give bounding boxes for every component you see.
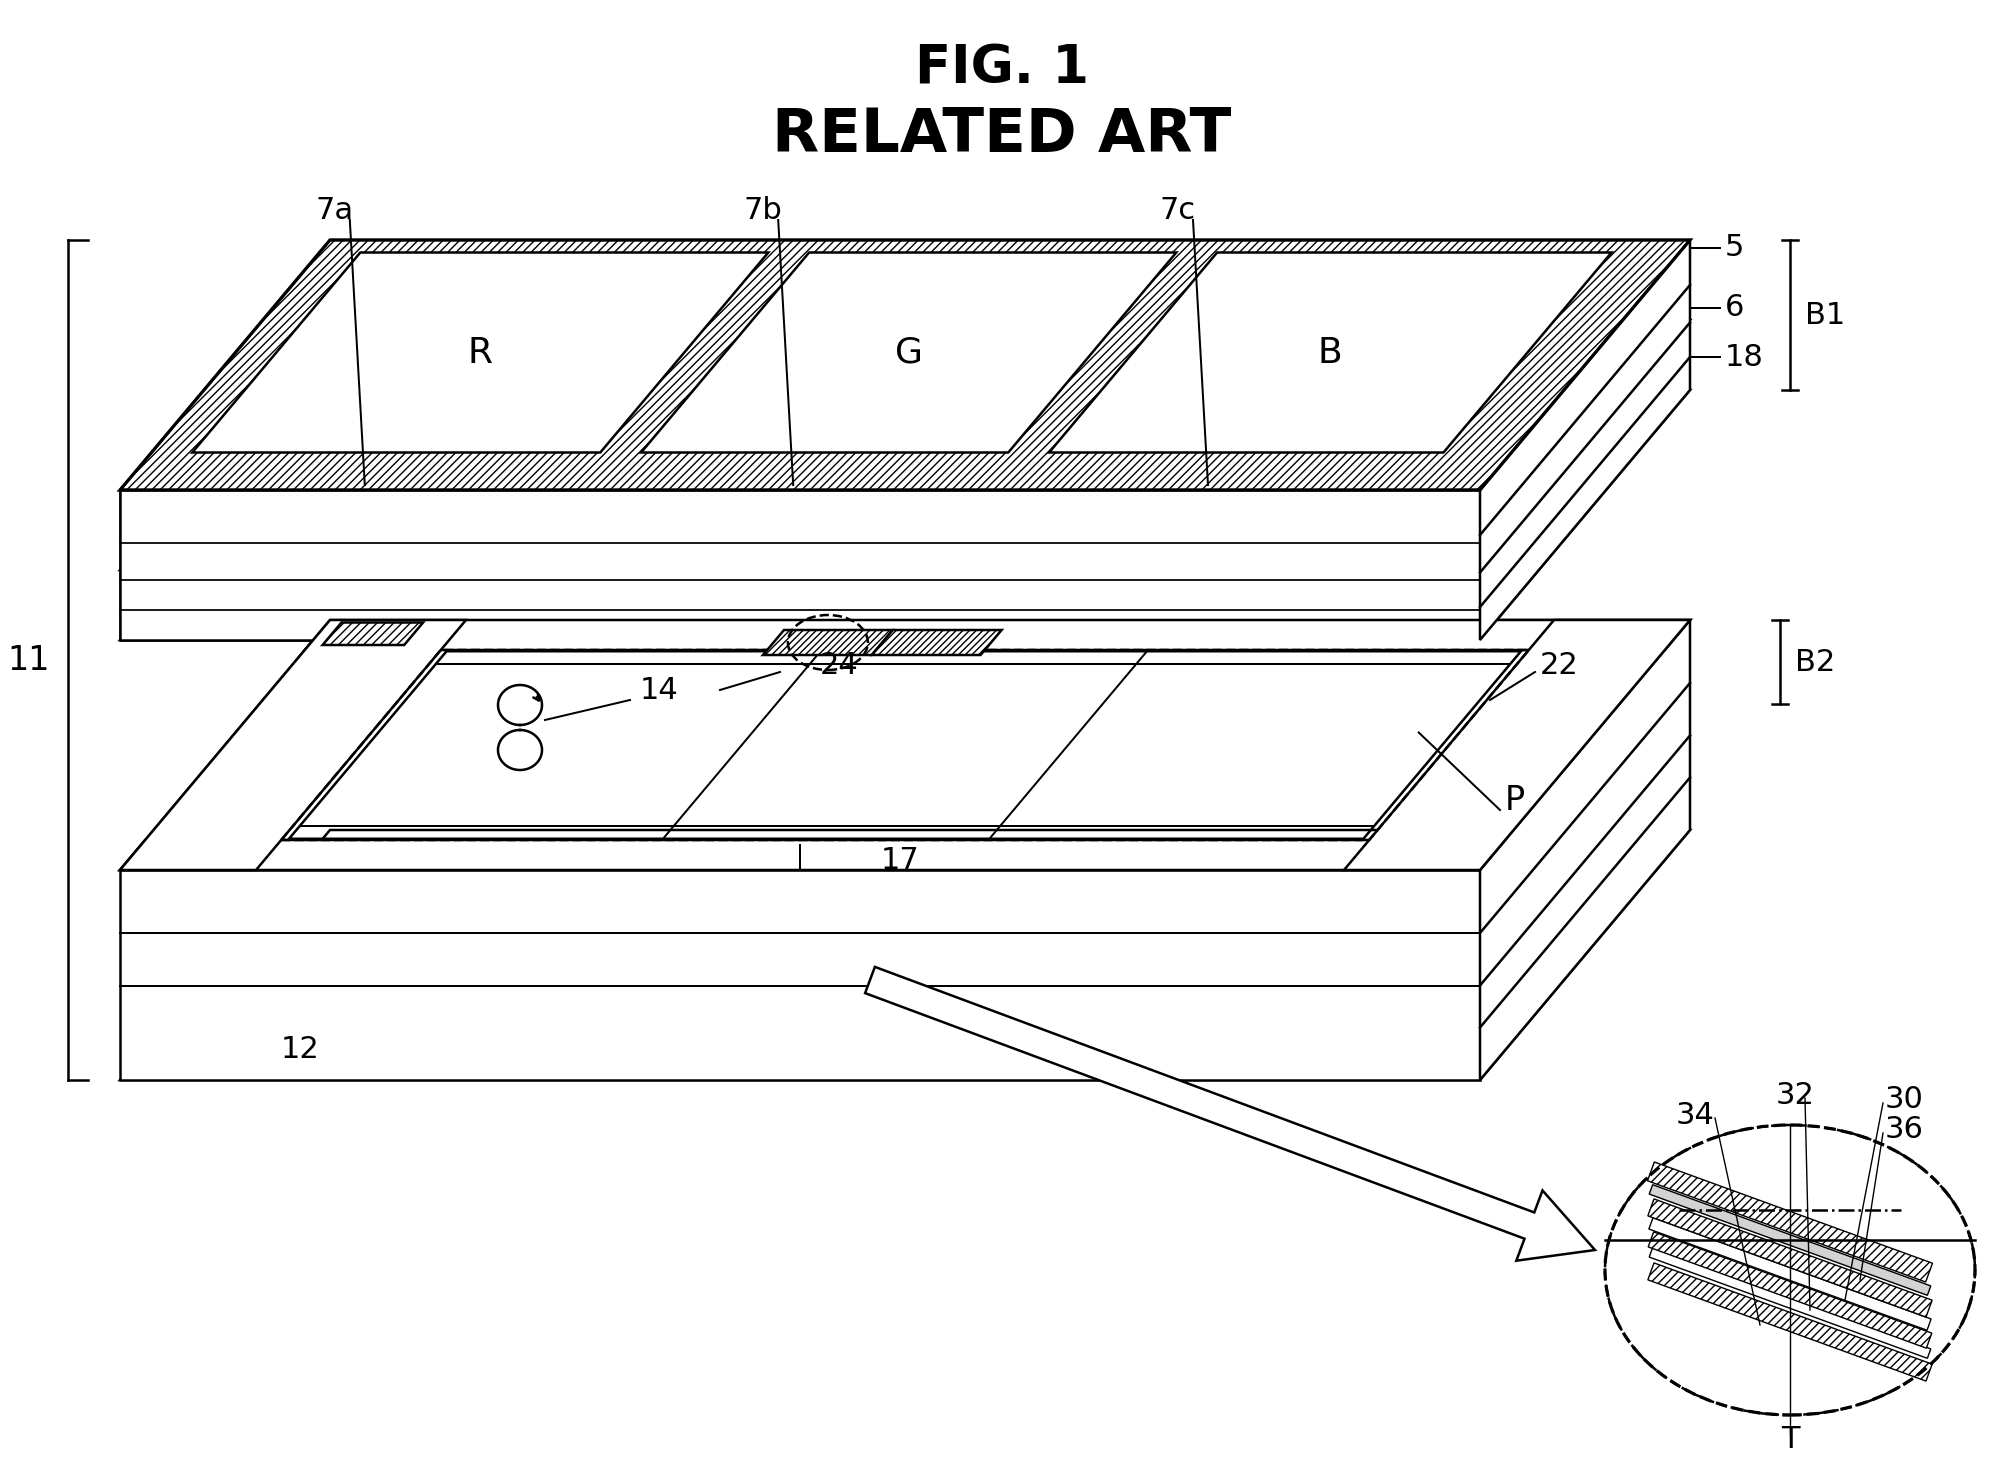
Text: 7a: 7a xyxy=(317,195,355,224)
Text: P: P xyxy=(1505,784,1525,816)
Polygon shape xyxy=(120,620,467,869)
Polygon shape xyxy=(120,830,1689,1080)
Text: 18: 18 xyxy=(1725,342,1764,372)
Text: 24: 24 xyxy=(820,651,860,679)
Text: RELATED ART: RELATED ART xyxy=(772,105,1232,164)
Polygon shape xyxy=(764,630,894,655)
Polygon shape xyxy=(1649,1185,1930,1296)
Polygon shape xyxy=(305,620,1689,649)
Polygon shape xyxy=(120,490,1481,641)
Polygon shape xyxy=(1647,1232,1932,1348)
Polygon shape xyxy=(1649,1218,1932,1330)
FancyArrow shape xyxy=(866,967,1595,1261)
Text: 32: 32 xyxy=(1776,1080,1814,1110)
Polygon shape xyxy=(1649,1247,1930,1358)
Polygon shape xyxy=(120,241,1689,490)
Text: 34: 34 xyxy=(1675,1101,1715,1129)
Polygon shape xyxy=(1647,1199,1932,1317)
Text: 30: 30 xyxy=(1886,1085,1924,1114)
Polygon shape xyxy=(120,620,1689,869)
Text: B1: B1 xyxy=(1806,301,1846,329)
Text: 5: 5 xyxy=(1725,233,1743,263)
Polygon shape xyxy=(120,320,1689,570)
Text: B: B xyxy=(1319,335,1343,369)
Text: 12: 12 xyxy=(281,1036,319,1064)
Polygon shape xyxy=(120,840,1505,869)
Polygon shape xyxy=(1647,1162,1932,1283)
Text: G: G xyxy=(894,335,922,369)
Polygon shape xyxy=(1345,620,1689,869)
Text: 11: 11 xyxy=(8,644,50,676)
Text: 36: 36 xyxy=(1886,1116,1924,1144)
Polygon shape xyxy=(120,869,1481,1080)
Polygon shape xyxy=(1647,1263,1932,1382)
Polygon shape xyxy=(192,252,768,453)
Text: 14: 14 xyxy=(639,676,679,704)
Text: 6: 6 xyxy=(1725,294,1743,322)
Polygon shape xyxy=(872,630,1002,655)
Polygon shape xyxy=(1050,252,1611,453)
Text: 7b: 7b xyxy=(743,195,784,224)
Polygon shape xyxy=(641,252,1176,453)
Text: 17: 17 xyxy=(880,846,920,874)
Polygon shape xyxy=(1481,241,1689,641)
Text: B2: B2 xyxy=(1796,648,1836,676)
Ellipse shape xyxy=(1605,1125,1976,1415)
Polygon shape xyxy=(323,623,423,645)
Text: 22: 22 xyxy=(1539,651,1579,679)
Polygon shape xyxy=(1481,620,1689,1080)
Polygon shape xyxy=(120,390,1689,641)
Text: 7c: 7c xyxy=(1160,195,1196,224)
Polygon shape xyxy=(120,490,1481,570)
Text: T: T xyxy=(1782,1426,1800,1454)
Text: R: R xyxy=(467,335,493,369)
Polygon shape xyxy=(120,570,1481,641)
Text: FIG. 1: FIG. 1 xyxy=(916,41,1088,94)
